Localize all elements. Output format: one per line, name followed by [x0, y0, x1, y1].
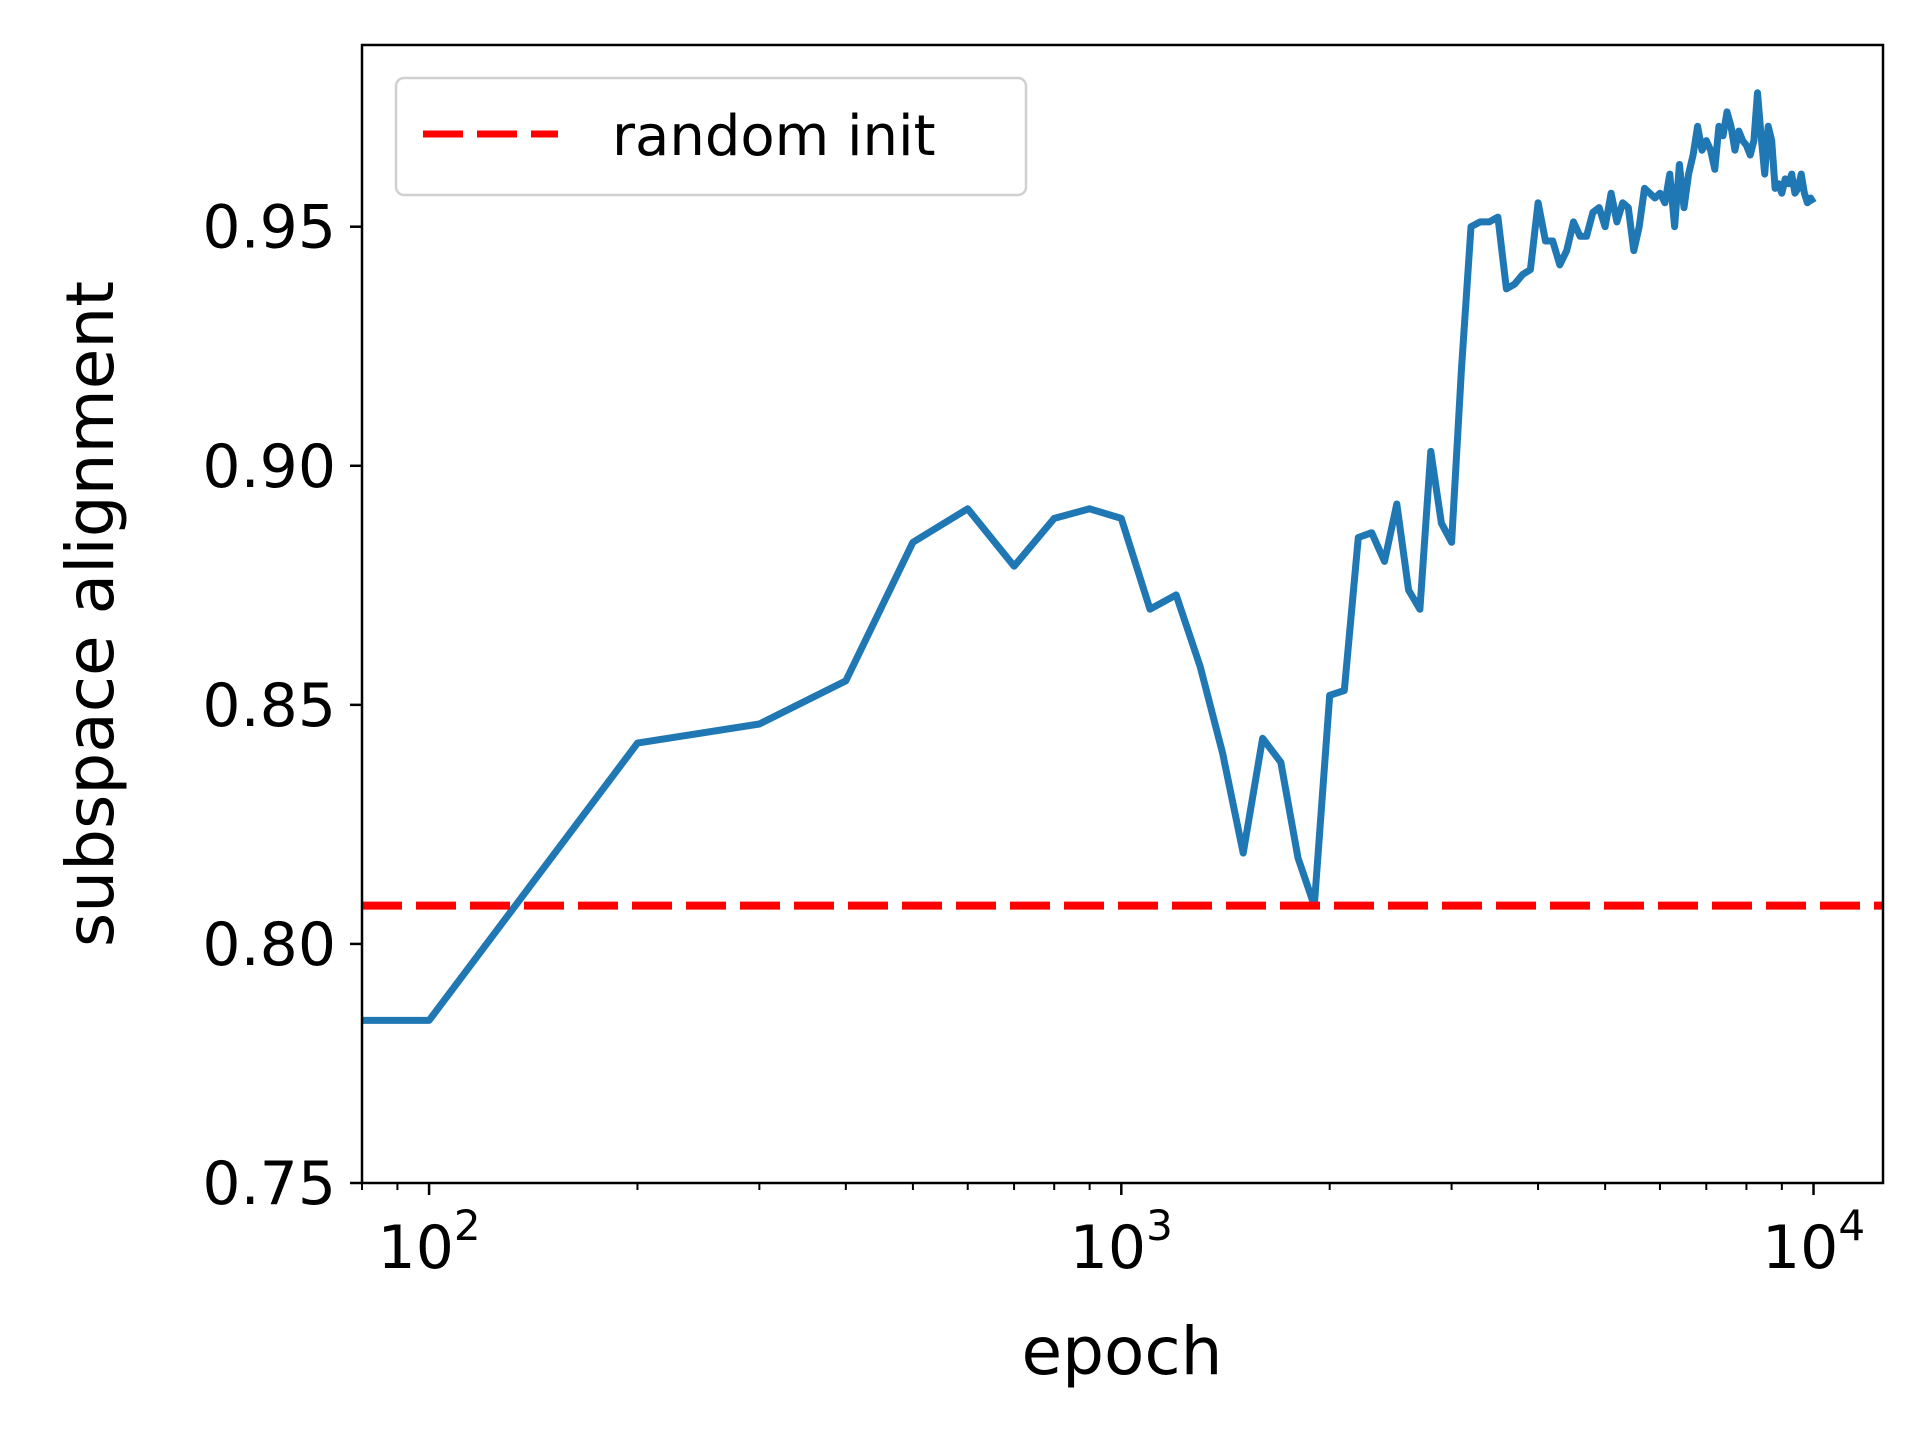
- legend-box: [394, 76, 1028, 197]
- y-tick-label: 0.95: [202, 193, 336, 263]
- legend-label-random-init: random init: [612, 104, 936, 169]
- x-tick-label: 104: [1762, 1201, 1865, 1283]
- plot-frame: [360, 43, 1885, 1185]
- y-tick-label: 0.75: [202, 1149, 336, 1219]
- y-tick-label: 0.80: [202, 910, 336, 980]
- x-tick-label: 103: [1070, 1201, 1173, 1283]
- legend: random init: [394, 76, 1028, 197]
- y-tick-label: 0.90: [202, 432, 336, 502]
- x-tick-label: 102: [378, 1201, 481, 1283]
- series-line-0: [362, 89, 1817, 1024]
- axes-layer: 0.75 0.80 0.85 0.90 0.95 102 103 104: [202, 193, 1865, 1283]
- y-tick-label: 0.85: [202, 671, 336, 741]
- series-layer: [362, 89, 1817, 1024]
- y-axis-label: subspace alignment: [52, 281, 129, 947]
- x-axis-label: epoch: [1022, 1313, 1223, 1390]
